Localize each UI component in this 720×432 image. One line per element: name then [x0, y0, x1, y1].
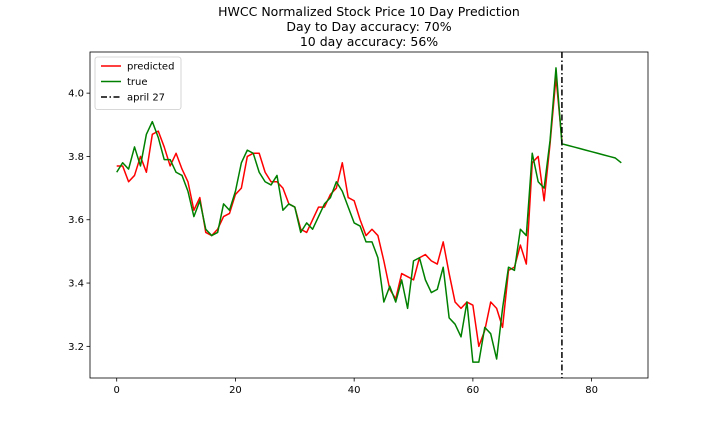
- series-line-predicted: [116, 76, 563, 348]
- title-line-2: Day to Day accuracy: 70%: [286, 19, 451, 34]
- y-tick-label: 3.6: [68, 215, 84, 226]
- series-line-true: [116, 67, 622, 363]
- y-tick-label: 3.4: [68, 279, 84, 290]
- title-line-1: HWCC Normalized Stock Price 10 Day Predi…: [218, 4, 520, 19]
- x-tick-label: 80: [585, 385, 598, 396]
- x-tick-label: 0: [114, 385, 120, 396]
- x-tick-label: 20: [229, 385, 242, 396]
- y-tick-label: 3.8: [68, 152, 84, 163]
- legend-label-true: true: [127, 77, 148, 88]
- legend-label-april-27: april 27: [127, 93, 165, 104]
- y-tick-label: 4.0: [68, 89, 84, 100]
- plot-area: [116, 52, 622, 378]
- axes-frame: [89, 51, 649, 379]
- axes: 0 20 40 60 80 3.2 3.4 3.6 3.8 4.0: [68, 51, 649, 396]
- x-tick-label: 60: [467, 385, 480, 396]
- legend-label-predicted: predicted: [127, 62, 174, 73]
- y-tick-label: 3.2: [68, 342, 84, 353]
- chart-title: HWCC Normalized Stock Price 10 Day Predi…: [218, 4, 520, 49]
- x-tick-label: 40: [348, 385, 361, 396]
- title-line-3: 10 day accuracy: 56%: [300, 34, 438, 49]
- legend: predicted true april 27: [94, 56, 182, 110]
